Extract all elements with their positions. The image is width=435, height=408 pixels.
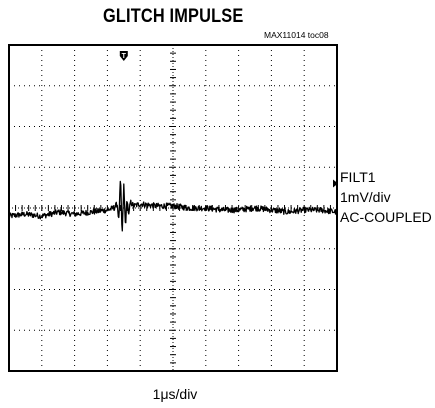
- figure-id: MAX11014 toc08: [264, 30, 329, 40]
- channel-scale: 1mV/div: [340, 189, 391, 205]
- channel-coupling: AC-COUPLED: [340, 209, 432, 225]
- trigger-marker-icon: [119, 51, 128, 61]
- grid: [9, 45, 337, 371]
- chart-title: GLITCH IMPULSE: [103, 6, 244, 27]
- channel-name: FILT1: [340, 169, 376, 185]
- trace-filt1: [8, 180, 338, 232]
- markers: T: [119, 51, 338, 188]
- trigger-marker-glyph: T: [122, 53, 127, 60]
- x-axis-label: 1μs/div: [152, 386, 198, 402]
- ground-level-marker-icon: [333, 179, 338, 188]
